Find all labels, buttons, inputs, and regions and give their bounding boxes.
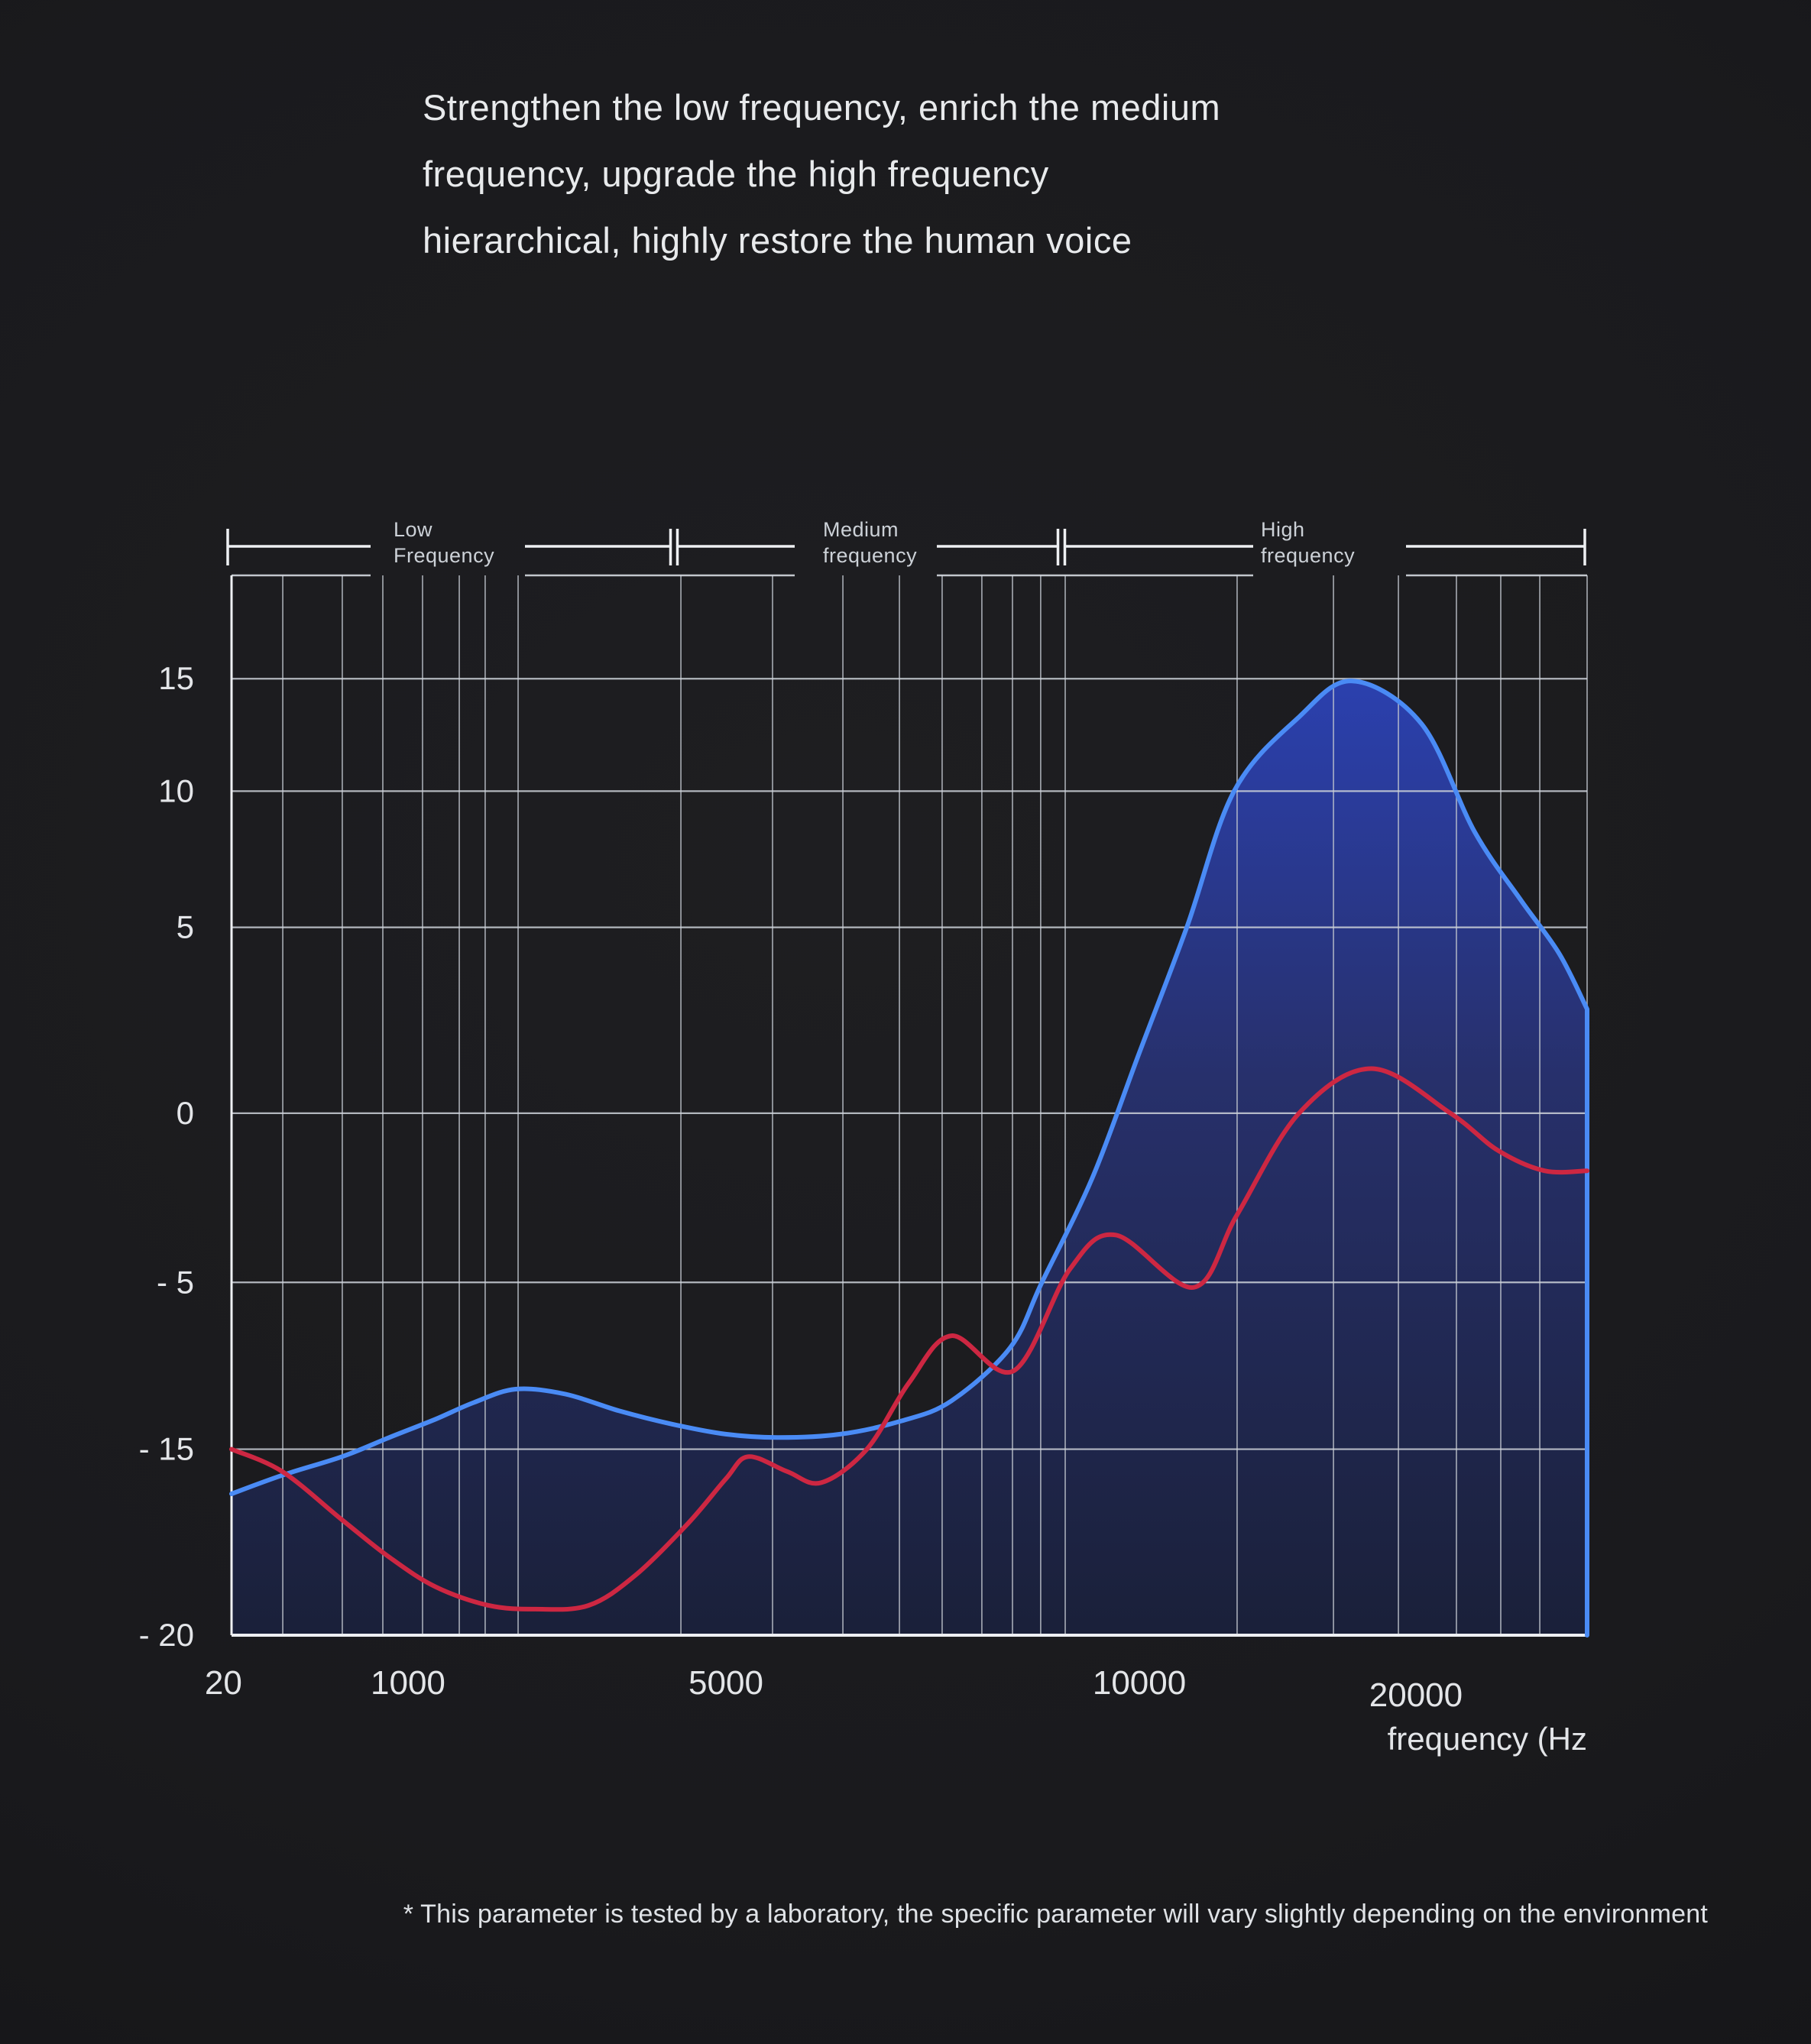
blue-area-fill <box>232 681 1587 1635</box>
x-tick-label: 10000 <box>1093 1664 1186 1702</box>
y-tick-label: 10 <box>158 773 194 808</box>
y-tick-label: 0 <box>177 1095 194 1131</box>
y-tick-label: - 5 <box>157 1264 194 1300</box>
headline-line-3: hierarchical, highly restore the human v… <box>423 220 1132 261</box>
band-label-line2: Frequency <box>394 544 494 567</box>
x-tick-label: 20000 <box>1369 1676 1463 1714</box>
headline: Strengthen the low frequency, enrich the… <box>423 74 1220 274</box>
headline-line-2: frequency, upgrade the high frequency <box>423 154 1049 194</box>
x-axis-title: frequency (Hz <box>1388 1721 1587 1757</box>
band-label-line1: High <box>1261 518 1305 541</box>
blue-area-series <box>229 679 1589 1637</box>
band-indicator <box>226 529 1586 565</box>
vertical-gridlines <box>231 575 1588 1635</box>
red-line-series <box>229 1066 1589 1612</box>
y-tick-label: - 20 <box>139 1617 194 1653</box>
band-label-line1: Low <box>394 518 433 541</box>
x-tick-label: 20 <box>205 1664 242 1702</box>
horizontal-gridlines <box>232 678 1587 1450</box>
y-tick-label: 15 <box>158 660 194 696</box>
band-label-line2: frequency <box>823 544 917 567</box>
headline-line-1: Strengthen the low frequency, enrich the… <box>423 87 1221 128</box>
band-label-line2: frequency <box>1261 544 1355 567</box>
x-tick-label: 1000 <box>371 1664 445 1702</box>
disclaimer-footnote: * This parameter is tested by a laborato… <box>403 1900 1708 1929</box>
x-tick-label: 5000 <box>688 1664 763 1702</box>
y-tick-label: 5 <box>177 909 194 945</box>
band-label-line1: Medium <box>823 518 899 541</box>
y-tick-label: - 15 <box>139 1431 194 1467</box>
